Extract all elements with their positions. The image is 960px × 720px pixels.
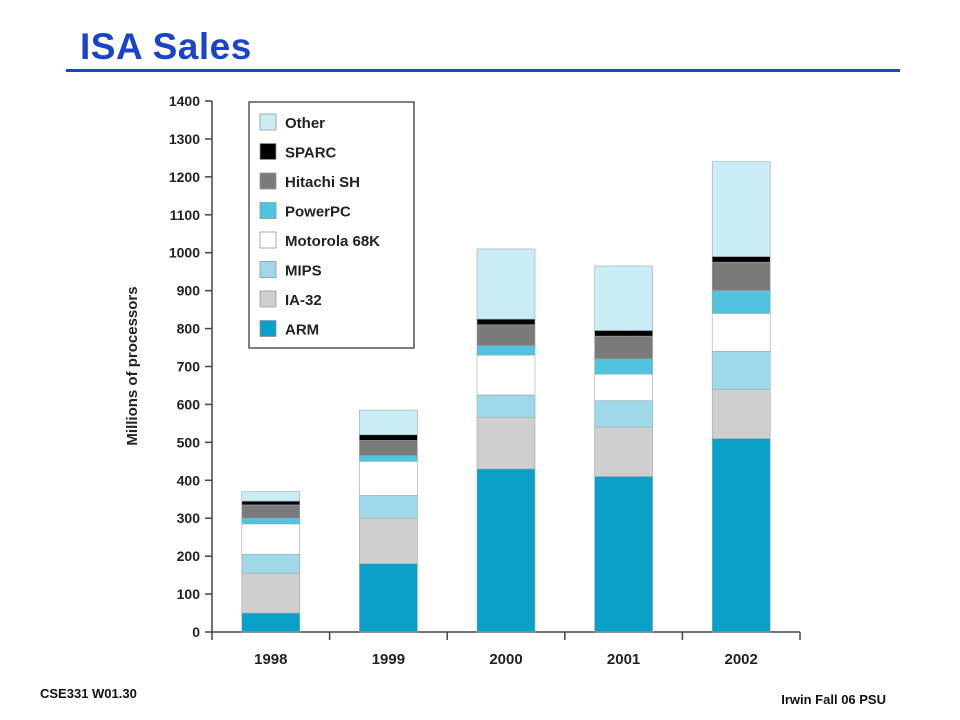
bar-segment-ia-32: [359, 517, 418, 565]
bar-segment-mips: [594, 400, 653, 428]
y-axis-label: Millions of processors: [124, 286, 141, 445]
bar-segment-motorola-68k: [594, 373, 653, 401]
legend-label: Hitachi SH: [285, 174, 360, 191]
legend-swatch: [259, 320, 277, 337]
legend-label: ARM: [285, 322, 319, 339]
bar-segment-powerpc: [476, 345, 536, 356]
footer-author: Irwin Fall 06 PSU: [781, 692, 886, 707]
bar-segment-arm: [241, 612, 301, 633]
y-tick-label: 1300: [169, 131, 200, 147]
bar-segment-ia-32: [241, 572, 301, 614]
y-tick-label: 1100: [170, 207, 201, 223]
y-tick-label: 900: [177, 283, 201, 299]
footer-course-code: CSE331 W01.30: [40, 686, 137, 701]
legend-label: PowerPC: [285, 204, 351, 221]
bar-segment-powerpc: [711, 290, 771, 314]
y-tick-label: 0: [192, 624, 200, 640]
bar-segment-hitachi-sh: [594, 335, 653, 360]
bar-segment-other: [594, 265, 653, 331]
legend-swatch: [259, 113, 277, 131]
bar-segment-mips: [711, 351, 771, 390]
bar-segment-powerpc: [594, 358, 653, 375]
slide-title: ISA Sales: [80, 26, 252, 67]
bar-segment-hitachi-sh: [476, 324, 536, 346]
bar-segment-ia-32: [711, 388, 771, 439]
x-tick-label: 2001: [607, 651, 640, 668]
bar-segment-mips: [241, 553, 301, 574]
legend-swatch: [259, 143, 277, 160]
x-tick-label: 1999: [372, 651, 405, 668]
bar-segment-sparc: [241, 500, 301, 506]
bar-segment-sparc: [594, 330, 653, 337]
legend-swatch: [259, 202, 277, 219]
bar-segment-motorola-68k: [241, 523, 301, 555]
bar-segment-sparc: [711, 256, 771, 263]
bar-segment-powerpc: [359, 455, 418, 462]
bar-segment-arm: [476, 468, 536, 633]
bar-segment-powerpc: [241, 517, 301, 525]
legend-label: SPARC: [285, 145, 337, 162]
legend-swatch: [259, 231, 277, 249]
legend-swatch: [259, 261, 277, 278]
bar-segment-motorola-68k: [476, 354, 536, 396]
bar-segment-sparc: [476, 318, 536, 326]
bar-segment-hitachi-sh: [711, 261, 771, 291]
bar-segment-motorola-68k: [359, 461, 418, 496]
y-tick-label: 400: [177, 472, 201, 488]
legend-label: Motorola 68K: [285, 233, 380, 250]
bar-segment-arm: [711, 438, 771, 633]
bar-segment-hitachi-sh: [359, 440, 418, 456]
legend-box: [248, 101, 415, 349]
legend-swatch: [259, 172, 277, 190]
bar-segment-mips: [476, 394, 536, 419]
bar-segment-other: [476, 248, 536, 320]
y-tick-label: 600: [177, 396, 201, 412]
y-tick-label: 800: [177, 321, 201, 337]
y-tick-label: 1200: [169, 169, 200, 185]
bar-segment-other: [359, 409, 418, 436]
legend-label: IA-32: [285, 292, 322, 309]
y-tick-label: 200: [177, 548, 201, 564]
y-tick-label: 300: [177, 510, 201, 526]
y-tick-label: 100: [177, 586, 201, 602]
bars: [241, 161, 771, 633]
bar-segment-ia-32: [594, 426, 653, 477]
y-tick-label: 700: [177, 359, 201, 375]
bar-segment-other: [241, 491, 301, 502]
bar-segment-mips: [359, 495, 418, 519]
bar-segment-motorola-68k: [711, 313, 771, 352]
y-tick-label: 500: [177, 434, 201, 450]
title-underline: [66, 69, 900, 72]
y-tick-label: 1000: [169, 245, 200, 261]
bar-segment-other: [711, 161, 771, 257]
legend: Other SPARC Hitachi SH PowerPC Motorola 68K M…: [248, 101, 415, 349]
x-tick-label: 1998: [254, 651, 287, 668]
x-tick-label: 2000: [489, 651, 522, 668]
bar-segment-hitachi-sh: [241, 504, 301, 519]
bar-segment-sparc: [359, 434, 418, 441]
y-tick-label: 1400: [169, 93, 200, 109]
legend-label: Other: [285, 115, 325, 132]
bar-segment-ia-32: [476, 417, 536, 470]
bar-segment-arm: [359, 563, 418, 633]
legend-label: MIPS: [285, 263, 322, 280]
bar-segment-arm: [594, 476, 653, 633]
legend-swatch: [259, 290, 277, 308]
axes: 0 100 200 300 400 500 600 700 800 900 1000 1100 1200…: [124, 93, 801, 668]
x-tick-label: 2002: [725, 651, 758, 668]
